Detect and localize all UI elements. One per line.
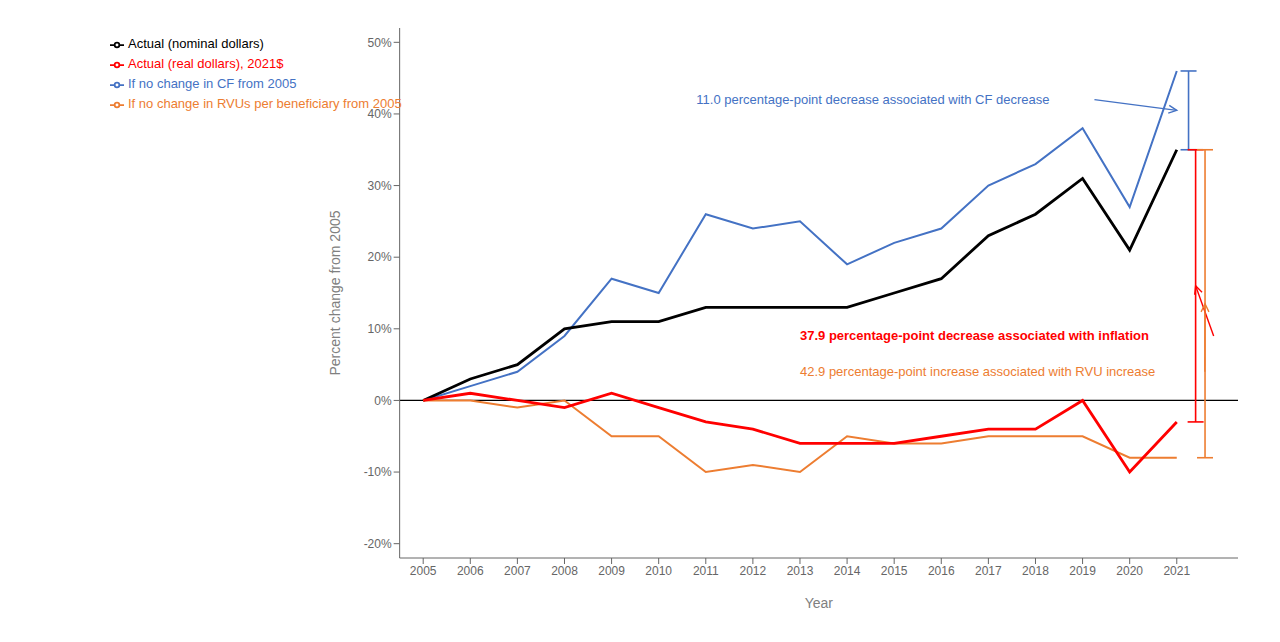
- svg-text:2018: 2018: [1022, 564, 1049, 578]
- svg-text:2013: 2013: [787, 564, 814, 578]
- svg-text:2016: 2016: [928, 564, 955, 578]
- svg-text:42.9 percentage-point increase: 42.9 percentage-point increase associate…: [800, 364, 1155, 379]
- svg-text:2019: 2019: [1069, 564, 1096, 578]
- svg-text:0%: 0%: [374, 394, 392, 408]
- svg-text:2007: 2007: [504, 564, 531, 578]
- svg-text:40%: 40%: [368, 107, 392, 121]
- svg-text:2008: 2008: [551, 564, 578, 578]
- svg-text:2017: 2017: [975, 564, 1002, 578]
- svg-text:11.0 percentage-point decrease: 11.0 percentage-point decrease associate…: [696, 92, 1049, 107]
- svg-text:2020: 2020: [1116, 564, 1143, 578]
- svg-text:2012: 2012: [740, 564, 767, 578]
- svg-text:2006: 2006: [457, 564, 484, 578]
- svg-text:2021: 2021: [1163, 564, 1190, 578]
- html-text:Actual (real dollars), 2021$: Actual (real dollars), 2021$: [128, 56, 284, 71]
- svg-text:-20%: -20%: [364, 537, 392, 551]
- html-text:Actual (nominal dollars): Actual (nominal dollars): [128, 36, 264, 51]
- svg-text:10%: 10%: [368, 322, 392, 336]
- svg-text:2011: 2011: [693, 564, 719, 578]
- svg-text:-10%: -10%: [364, 465, 392, 479]
- svg-text:50%: 50%: [368, 36, 392, 50]
- svg-text:2015: 2015: [881, 564, 908, 578]
- svg-text:2005: 2005: [410, 564, 437, 578]
- svg-text:Year: Year: [805, 595, 834, 611]
- svg-text:20%: 20%: [368, 250, 392, 264]
- svg-text:Percent change from 2005: Percent change from 2005: [327, 210, 343, 375]
- svg-text:2009: 2009: [598, 564, 625, 578]
- svg-text:2014: 2014: [834, 564, 861, 578]
- svg-text:37.9 percentage-point decrease: 37.9 percentage-point decrease associate…: [800, 328, 1149, 343]
- svg-text:30%: 30%: [368, 179, 392, 193]
- html-text:If no change in CF from 2005: If no change in CF from 2005: [128, 76, 297, 91]
- html-text:If no change in RVUs per benef: If no change in RVUs per beneficiary fro…: [128, 96, 402, 111]
- svg-text:2010: 2010: [645, 564, 672, 578]
